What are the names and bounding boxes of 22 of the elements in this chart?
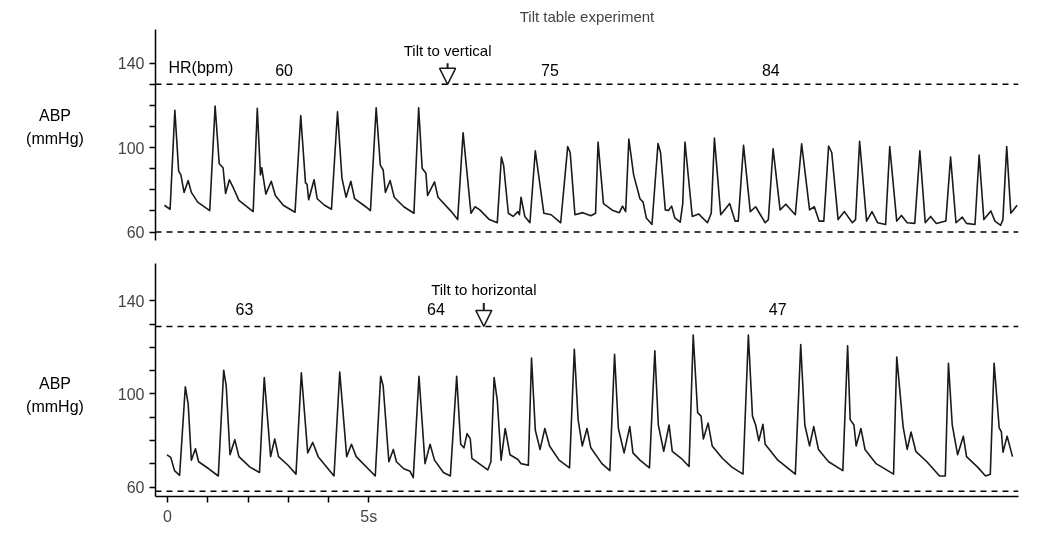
line-series [163,105,1018,227]
line-series [166,334,1014,479]
y-axis-title: ABP (mmHg) [26,105,84,149]
x-tick-label: 0 [163,507,173,525]
y-tick-label: 140 [117,55,145,73]
y-tick-label: 140 [117,292,145,310]
y-tick-label: 60 [126,479,145,497]
annotation: 84 [761,61,780,79]
annotation: Tilt to horizontal [431,281,537,299]
annotation: 47 [768,300,787,318]
y-tick-label: 60 [126,224,145,242]
annotation: 64 [427,300,445,318]
annotation: 63 [235,300,254,318]
chart-title: Tilt table experiment [519,7,656,25]
annotation: HR(bpm) [168,58,234,76]
y-axis-title: ABP (mmHg) [26,374,84,417]
annotation: Tilt to vertical [403,42,492,60]
annotation: 60 [275,61,294,79]
y-tick-label: 100 [117,385,145,403]
x-tick-label: 5s [360,507,378,525]
annotation: 75 [540,61,559,79]
y-tick-label: 100 [117,139,145,157]
